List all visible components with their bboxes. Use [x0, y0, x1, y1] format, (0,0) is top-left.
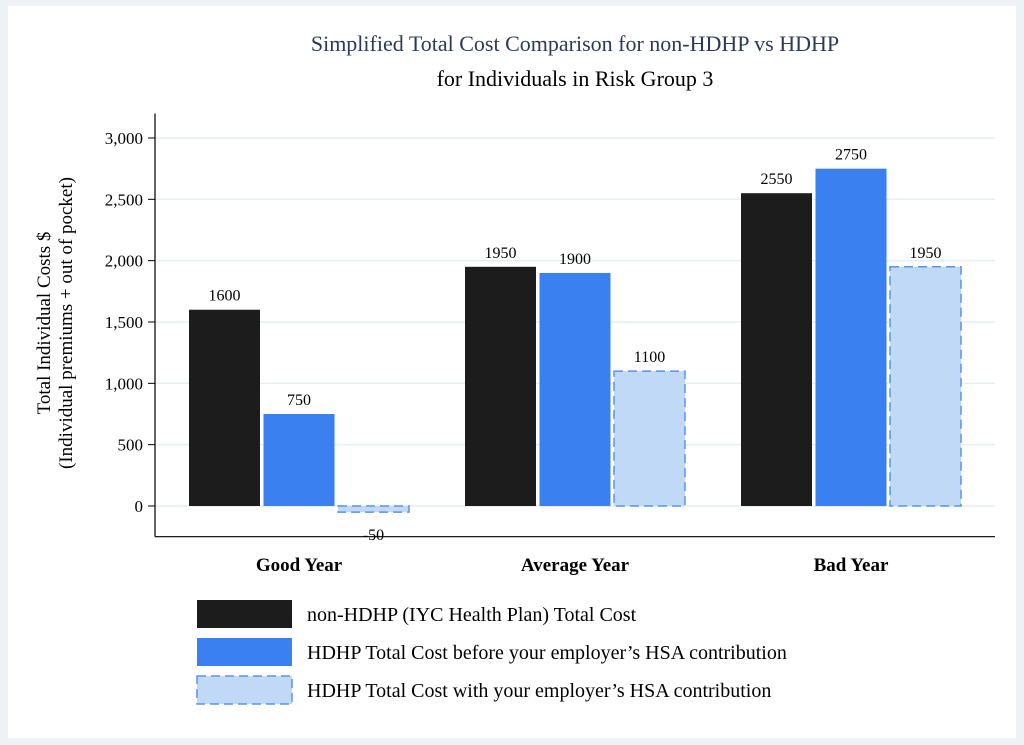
bar — [741, 193, 812, 506]
y-tick-label: 2,000 — [105, 252, 143, 271]
x-tick-label: Average Year — [521, 555, 630, 576]
data-label: 2750 — [835, 147, 867, 164]
y-tick-label: 0 — [135, 497, 144, 516]
y-tick-label: 500 — [118, 436, 144, 455]
data-label: 1900 — [559, 251, 591, 268]
bar — [189, 309, 260, 506]
data-label: 1950 — [485, 245, 517, 262]
x-tick-label: Good Year — [256, 555, 343, 576]
legend-label: HDHP Total Cost before your employer’s H… — [307, 642, 787, 664]
bar — [465, 266, 536, 506]
data-label: 1950 — [910, 245, 942, 262]
bar — [889, 266, 962, 507]
bar — [263, 414, 335, 506]
y-tick-label: 1,000 — [105, 374, 143, 393]
y-tick-label: 2,500 — [105, 190, 143, 209]
legend-label: HDHP Total Cost with your employer’s HSA… — [307, 680, 771, 702]
legend-swatch — [197, 638, 292, 666]
data-label: 2550 — [761, 171, 793, 188]
data-label: -50 — [363, 527, 384, 544]
bar — [815, 168, 887, 506]
legend-swatch — [197, 600, 292, 628]
legend-label: non-HDHP (IYC Health Plan) Total Cost — [307, 604, 637, 626]
data-label: 750 — [287, 392, 311, 409]
y-tick-label: 1,500 — [105, 313, 143, 332]
bar — [613, 370, 686, 507]
y-axis-label-line2: (Individual premiums + out of pocket) — [56, 177, 77, 469]
bar — [539, 272, 611, 506]
data-label: 1100 — [634, 349, 665, 366]
x-tick-label: Bad Year — [814, 555, 889, 576]
legend-swatch — [196, 675, 293, 705]
bar — [337, 505, 410, 513]
y-tick-label: 3,000 — [105, 129, 143, 148]
chart-title: Simplified Total Cost Comparison for non… — [311, 31, 839, 56]
y-axis-label-line1: Total Individual Costs $ — [34, 232, 55, 415]
chart-subtitle: for Individuals in Risk Group 3 — [437, 66, 714, 91]
data-label: 1600 — [209, 288, 241, 305]
